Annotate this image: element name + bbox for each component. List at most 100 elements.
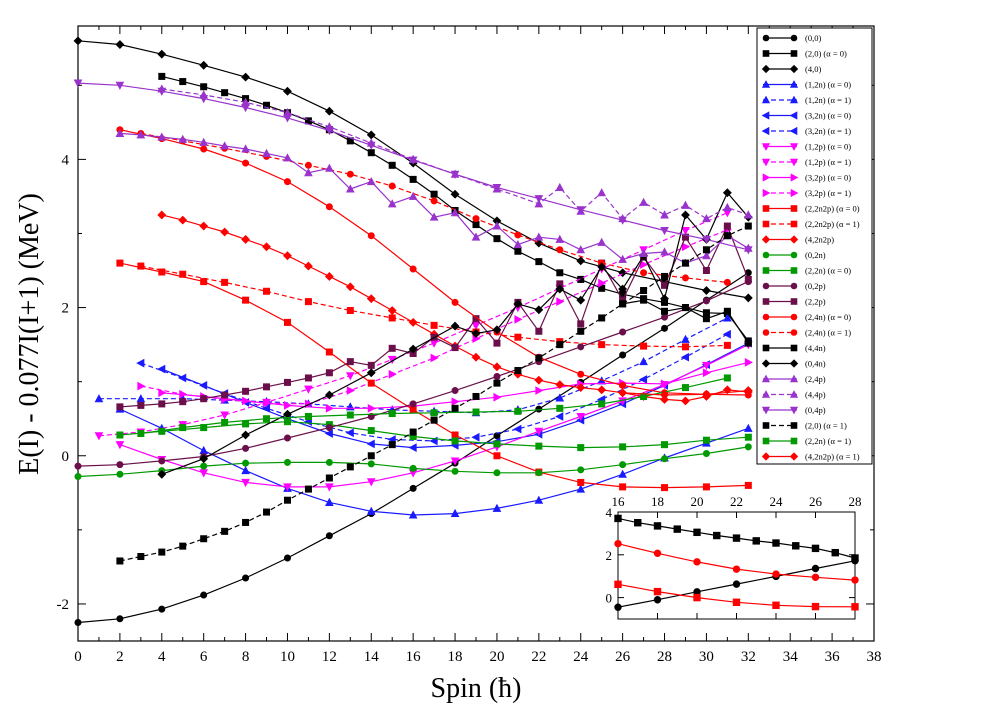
data-point: [241, 465, 250, 475]
data-point: [451, 431, 459, 439]
data-point: [430, 190, 438, 198]
legend-marker: [790, 188, 799, 198]
data-point: [723, 202, 732, 212]
data-point: [116, 431, 124, 439]
data-point: [241, 104, 250, 113]
data-point: [200, 535, 208, 543]
series-4-2n2p-1: [618, 386, 753, 400]
legend-marker: [761, 158, 771, 167]
data-point: [681, 233, 689, 241]
data-point: [619, 381, 627, 389]
legend-marker: [789, 95, 799, 104]
data-point: [492, 503, 502, 512]
data-point: [388, 441, 396, 449]
inset-data-point: [673, 525, 681, 533]
data-point: [451, 298, 459, 306]
data-point: [241, 72, 251, 82]
data-point: [73, 36, 83, 46]
data-point: [661, 484, 669, 492]
inset-data-point: [614, 603, 622, 611]
data-point: [514, 333, 522, 341]
data-point: [388, 314, 396, 322]
data-point: [681, 384, 689, 392]
data-point: [598, 341, 606, 349]
data-point: [304, 485, 312, 493]
data-point: [137, 401, 145, 409]
legend-entry-4-4p: (4,4p): [761, 390, 826, 400]
data-point: [325, 369, 333, 377]
data-point: [116, 615, 124, 623]
data-point: [408, 344, 418, 354]
legend-marker: [762, 205, 770, 212]
data-point: [493, 452, 501, 460]
data-point: [723, 341, 731, 349]
data-point: [722, 329, 731, 339]
data-point: [367, 379, 375, 387]
data-point: [179, 424, 187, 432]
data-point: [325, 424, 333, 432]
inset-x-tick-label: 18: [651, 494, 664, 509]
data-point: [450, 189, 460, 199]
data-point: [283, 178, 291, 186]
legend-marker: [761, 111, 770, 120]
data-point: [556, 297, 565, 306]
legend-marker: [761, 390, 771, 398]
data-point: [743, 210, 753, 219]
data-point: [137, 553, 145, 561]
data-point: [366, 368, 376, 378]
data-point: [200, 278, 208, 286]
data-point: [618, 254, 627, 263]
x-axis-title: Spin (ħ): [431, 673, 522, 704]
data-point: [241, 430, 251, 440]
data-point: [744, 358, 753, 367]
data-point: [660, 227, 669, 236]
data-point: [367, 403, 376, 413]
inset-data-point: [614, 514, 622, 523]
inset-data-point: [732, 534, 741, 542]
data-point: [597, 262, 607, 272]
data-point: [325, 403, 335, 413]
x-tick-label: 14: [364, 649, 380, 665]
data-point: [744, 222, 752, 230]
data-point: [304, 161, 312, 169]
data-point: [744, 481, 752, 489]
data-point: [366, 506, 376, 515]
data-point: [493, 379, 501, 387]
legend-label: (1,2n) (α = 0): [805, 80, 851, 90]
data-point: [199, 454, 209, 464]
data-point: [179, 398, 187, 406]
data-point: [722, 188, 732, 198]
x-tick-label: 12: [322, 649, 337, 665]
legend-entry-2-2n2p-1: (2,2n2p) (α = 1): [762, 219, 860, 229]
data-point: [325, 483, 334, 492]
legend-marker: [761, 452, 771, 461]
data-point: [514, 231, 522, 239]
data-point: [367, 232, 375, 240]
data-point: [242, 518, 250, 526]
data-point: [513, 239, 523, 249]
data-point: [702, 315, 710, 323]
x-tick-label: 4: [158, 649, 166, 665]
data-point: [158, 400, 166, 408]
data-point: [221, 278, 229, 286]
inset-x-tick-label: 16: [612, 494, 626, 509]
data-point: [283, 409, 292, 419]
data-point: [743, 423, 753, 432]
data-point: [324, 429, 333, 438]
data-point: [681, 343, 689, 351]
inset-x-tick-label: 26: [809, 494, 823, 509]
data-point: [200, 83, 208, 91]
legend-entry-4-4n: (4,4n): [762, 343, 826, 353]
data-point: [576, 383, 586, 393]
data-point: [534, 305, 544, 315]
data-point: [723, 313, 732, 322]
data-point: [283, 554, 291, 562]
data-point: [430, 197, 438, 205]
data-point: [618, 284, 628, 294]
data-point: [493, 440, 501, 448]
inset-data-point: [811, 602, 820, 611]
x-tick-label: 0: [74, 649, 82, 665]
data-point: [158, 268, 166, 276]
data-point: [262, 148, 271, 157]
